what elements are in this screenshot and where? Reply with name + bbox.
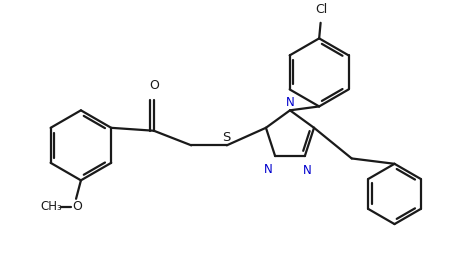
Text: O: O: [72, 200, 82, 213]
Text: N: N: [286, 96, 294, 109]
Text: S: S: [223, 131, 231, 144]
Text: Cl: Cl: [315, 2, 327, 15]
Text: CH₃: CH₃: [41, 200, 62, 213]
Text: N: N: [264, 163, 273, 176]
Text: N: N: [302, 164, 311, 177]
Text: O: O: [149, 79, 159, 92]
